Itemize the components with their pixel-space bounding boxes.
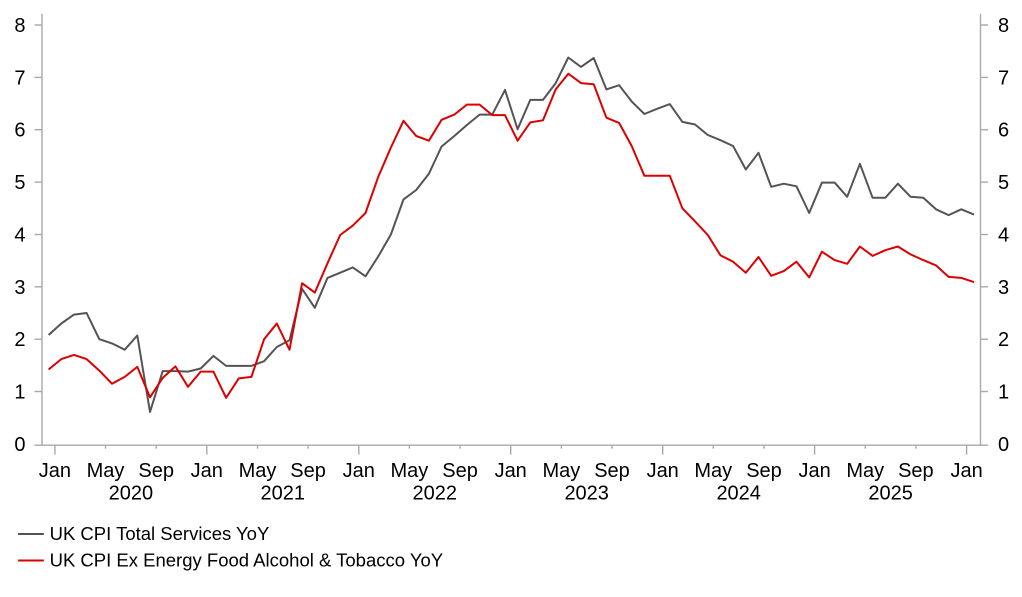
svg-text:Sep: Sep bbox=[290, 460, 326, 482]
svg-text:2021: 2021 bbox=[261, 483, 306, 505]
svg-text:UK CPI Ex Energy Food Alcohol: UK CPI Ex Energy Food Alcohol & Tobacco … bbox=[50, 549, 444, 570]
svg-text:1: 1 bbox=[14, 382, 25, 404]
svg-text:Jan: Jan bbox=[191, 460, 223, 482]
svg-text:May: May bbox=[846, 460, 884, 482]
svg-text:6: 6 bbox=[998, 120, 1009, 142]
svg-text:8: 8 bbox=[998, 15, 1009, 37]
svg-text:1: 1 bbox=[998, 382, 1009, 404]
svg-text:7: 7 bbox=[14, 67, 25, 89]
svg-text:2023: 2023 bbox=[564, 483, 609, 505]
svg-text:Sep: Sep bbox=[898, 460, 934, 482]
svg-text:May: May bbox=[87, 460, 125, 482]
svg-text:2: 2 bbox=[998, 329, 1009, 351]
svg-text:Sep: Sep bbox=[746, 460, 782, 482]
svg-text:2022: 2022 bbox=[413, 483, 458, 505]
svg-text:4: 4 bbox=[14, 225, 25, 247]
svg-text:3: 3 bbox=[998, 277, 1009, 299]
svg-text:2024: 2024 bbox=[716, 483, 761, 505]
svg-text:Sep: Sep bbox=[138, 460, 174, 482]
svg-text:4: 4 bbox=[998, 225, 1009, 247]
svg-text:3: 3 bbox=[14, 277, 25, 299]
svg-text:0: 0 bbox=[14, 434, 25, 456]
svg-text:Jan: Jan bbox=[39, 460, 71, 482]
svg-text:May: May bbox=[694, 460, 732, 482]
svg-text:8: 8 bbox=[14, 15, 25, 37]
svg-text:UK CPI Total Services YoY: UK CPI Total Services YoY bbox=[50, 523, 270, 544]
svg-text:2: 2 bbox=[14, 329, 25, 351]
svg-text:Jan: Jan bbox=[495, 460, 527, 482]
svg-text:Sep: Sep bbox=[442, 460, 478, 482]
svg-text:Jan: Jan bbox=[950, 460, 982, 482]
svg-text:May: May bbox=[543, 460, 581, 482]
svg-text:0: 0 bbox=[998, 434, 1009, 456]
svg-text:Jan: Jan bbox=[798, 460, 830, 482]
svg-text:6: 6 bbox=[14, 120, 25, 142]
svg-text:Jan: Jan bbox=[343, 460, 375, 482]
svg-text:5: 5 bbox=[14, 172, 25, 194]
svg-text:May: May bbox=[239, 460, 277, 482]
svg-text:7: 7 bbox=[998, 67, 1009, 89]
svg-text:Jan: Jan bbox=[647, 460, 679, 482]
svg-text:2020: 2020 bbox=[109, 483, 154, 505]
svg-text:Sep: Sep bbox=[594, 460, 630, 482]
svg-text:5: 5 bbox=[998, 172, 1009, 194]
svg-text:May: May bbox=[391, 460, 429, 482]
svg-text:2025: 2025 bbox=[868, 483, 913, 505]
